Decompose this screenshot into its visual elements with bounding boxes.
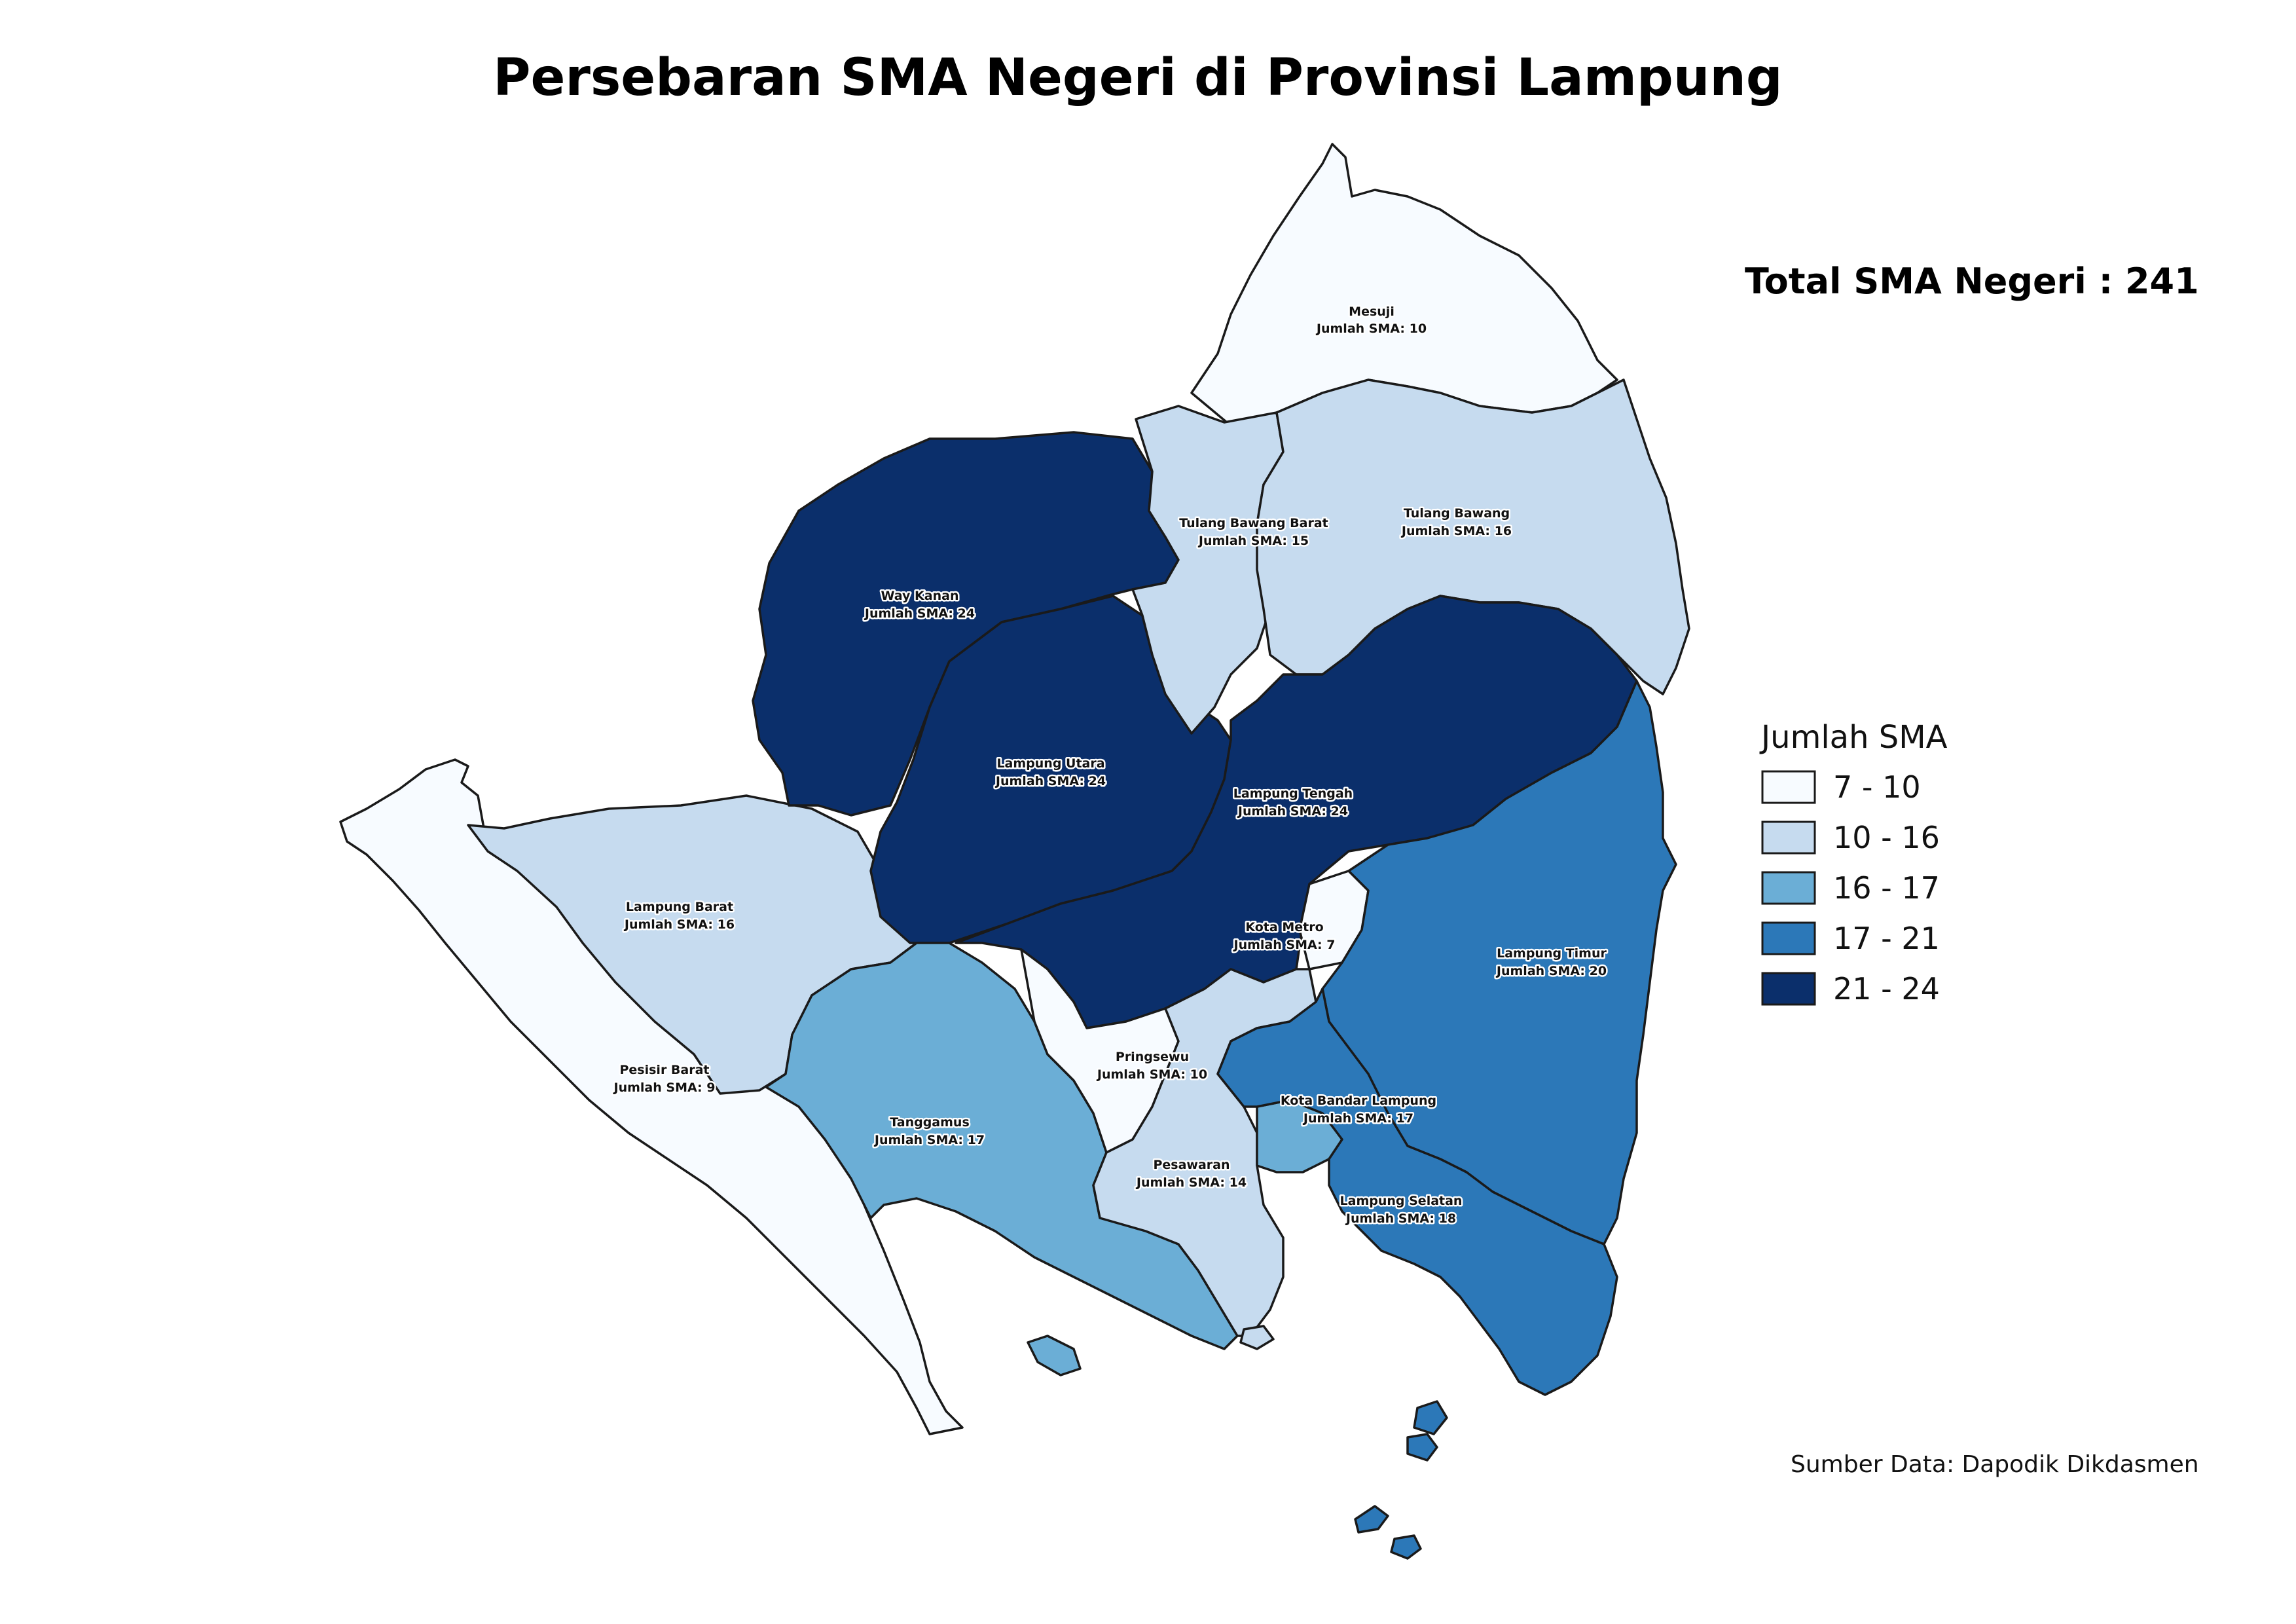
legend-label-2: 10 - 16 <box>1833 820 1940 855</box>
legend-swatch-3 <box>1761 871 1816 905</box>
label-tulang-bawang-barat-count: Jumlah SMA: 15 <box>1197 534 1309 548</box>
data-source-note: Sumber Data: Dapodik Dikdasmen <box>1791 1451 2199 1478</box>
island-krakatau-1 <box>1354 1505 1389 1534</box>
label-kota-bandar-lampung-count: Jumlah SMA: 17 <box>1302 1111 1413 1126</box>
label-tulang-bawang-count: Jumlah SMA: 16 <box>1400 524 1512 538</box>
label-lampung-utara-count: Jumlah SMA: 24 <box>994 774 1106 788</box>
legend-swatch-2 <box>1761 821 1816 855</box>
label-pesisir-barat-count: Jumlah SMA: 9 <box>613 1080 716 1095</box>
legend-label-5: 21 - 24 <box>1833 971 1940 1006</box>
label-pringsewu-name: Pringsewu <box>1116 1050 1189 1064</box>
label-kota-metro-count: Jumlah SMA: 7 <box>1233 938 1336 952</box>
label-way-kanan-count: Jumlah SMA: 24 <box>864 606 975 621</box>
label-pringsewu-count: Jumlah SMA: 10 <box>1096 1067 1207 1082</box>
legend: Jumlah SMA 7 - 10 10 - 16 16 - 17 17 - 2… <box>1759 719 1948 1006</box>
label-mesuji-count: Jumlah SMA: 10 <box>1315 322 1427 336</box>
region-mesuji[interactable] <box>1190 143 1618 427</box>
map-title: Persebaran SMA Negeri di Provinsi Lampun… <box>493 48 1782 107</box>
legend-swatch-4 <box>1761 921 1816 955</box>
label-kota-metro-name: Kota Metro <box>1245 920 1323 934</box>
label-tulang-bawang-barat-name: Tulang Bawang Barat <box>1179 516 1328 530</box>
label-pesisir-barat-name: Pesisir Barat <box>619 1063 709 1077</box>
region-tulang-bawang[interactable] <box>1256 378 1690 695</box>
total-sma-label: Total SMA Negeri : 241 <box>1745 261 2199 302</box>
label-lampung-barat-name: Lampung Barat <box>626 900 733 914</box>
label-lampung-timur-name: Lampung Timur <box>1497 946 1607 961</box>
region-lampung-selatan[interactable] <box>1216 987 1618 1396</box>
label-pesawaran-name: Pesawaran <box>1153 1158 1230 1172</box>
label-way-kanan-name: Way Kanan <box>881 589 959 603</box>
legend-label-3: 16 - 17 <box>1833 870 1940 906</box>
label-tanggamus-count: Jumlah SMA: 17 <box>873 1133 985 1147</box>
legend-swatch-5 <box>1761 972 1816 1006</box>
legend-label-1: 7 - 10 <box>1833 769 1921 805</box>
label-lampung-selatan-name: Lampung Selatan <box>1340 1194 1463 1208</box>
label-lampung-tengah-name: Lampung Tengah <box>1233 786 1353 801</box>
label-lampung-selatan-count: Jumlah SMA: 18 <box>1345 1211 1456 1226</box>
island-tabuan <box>1027 1335 1082 1376</box>
label-lampung-tengah-count: Jumlah SMA: 24 <box>1237 804 1348 819</box>
region-pesawaran[interactable] <box>1092 968 1317 1337</box>
label-lampung-utara-name: Lampung Utara <box>996 756 1104 771</box>
label-tanggamus-name: Tanggamus <box>890 1115 970 1130</box>
island-legundi <box>1239 1325 1275 1350</box>
island-krakatau-2 <box>1390 1534 1422 1560</box>
region-labels: Mesuji Jumlah SMA: 10 Tulang Bawang Bara… <box>611 303 1609 1228</box>
legend-swatch-1 <box>1761 770 1816 804</box>
regions <box>339 143 1690 1560</box>
label-lampung-barat-count: Jumlah SMA: 16 <box>623 917 735 932</box>
island-sebuku <box>1406 1433 1438 1462</box>
island-sebesi <box>1413 1400 1448 1435</box>
legend-label-4: 17 - 21 <box>1833 921 1940 956</box>
label-pesawaran-count: Jumlah SMA: 14 <box>1135 1175 1247 1190</box>
label-mesuji-name: Mesuji <box>1349 304 1394 319</box>
region-pesisir-barat[interactable] <box>339 758 964 1435</box>
legend-title: Jumlah SMA <box>1759 719 1948 756</box>
label-kota-bandar-lampung-name: Kota Bandar Lampung <box>1281 1094 1436 1108</box>
label-tulang-bawang-name: Tulang Bawang <box>1404 506 1510 521</box>
label-lampung-timur-count: Jumlah SMA: 20 <box>1495 964 1607 978</box>
